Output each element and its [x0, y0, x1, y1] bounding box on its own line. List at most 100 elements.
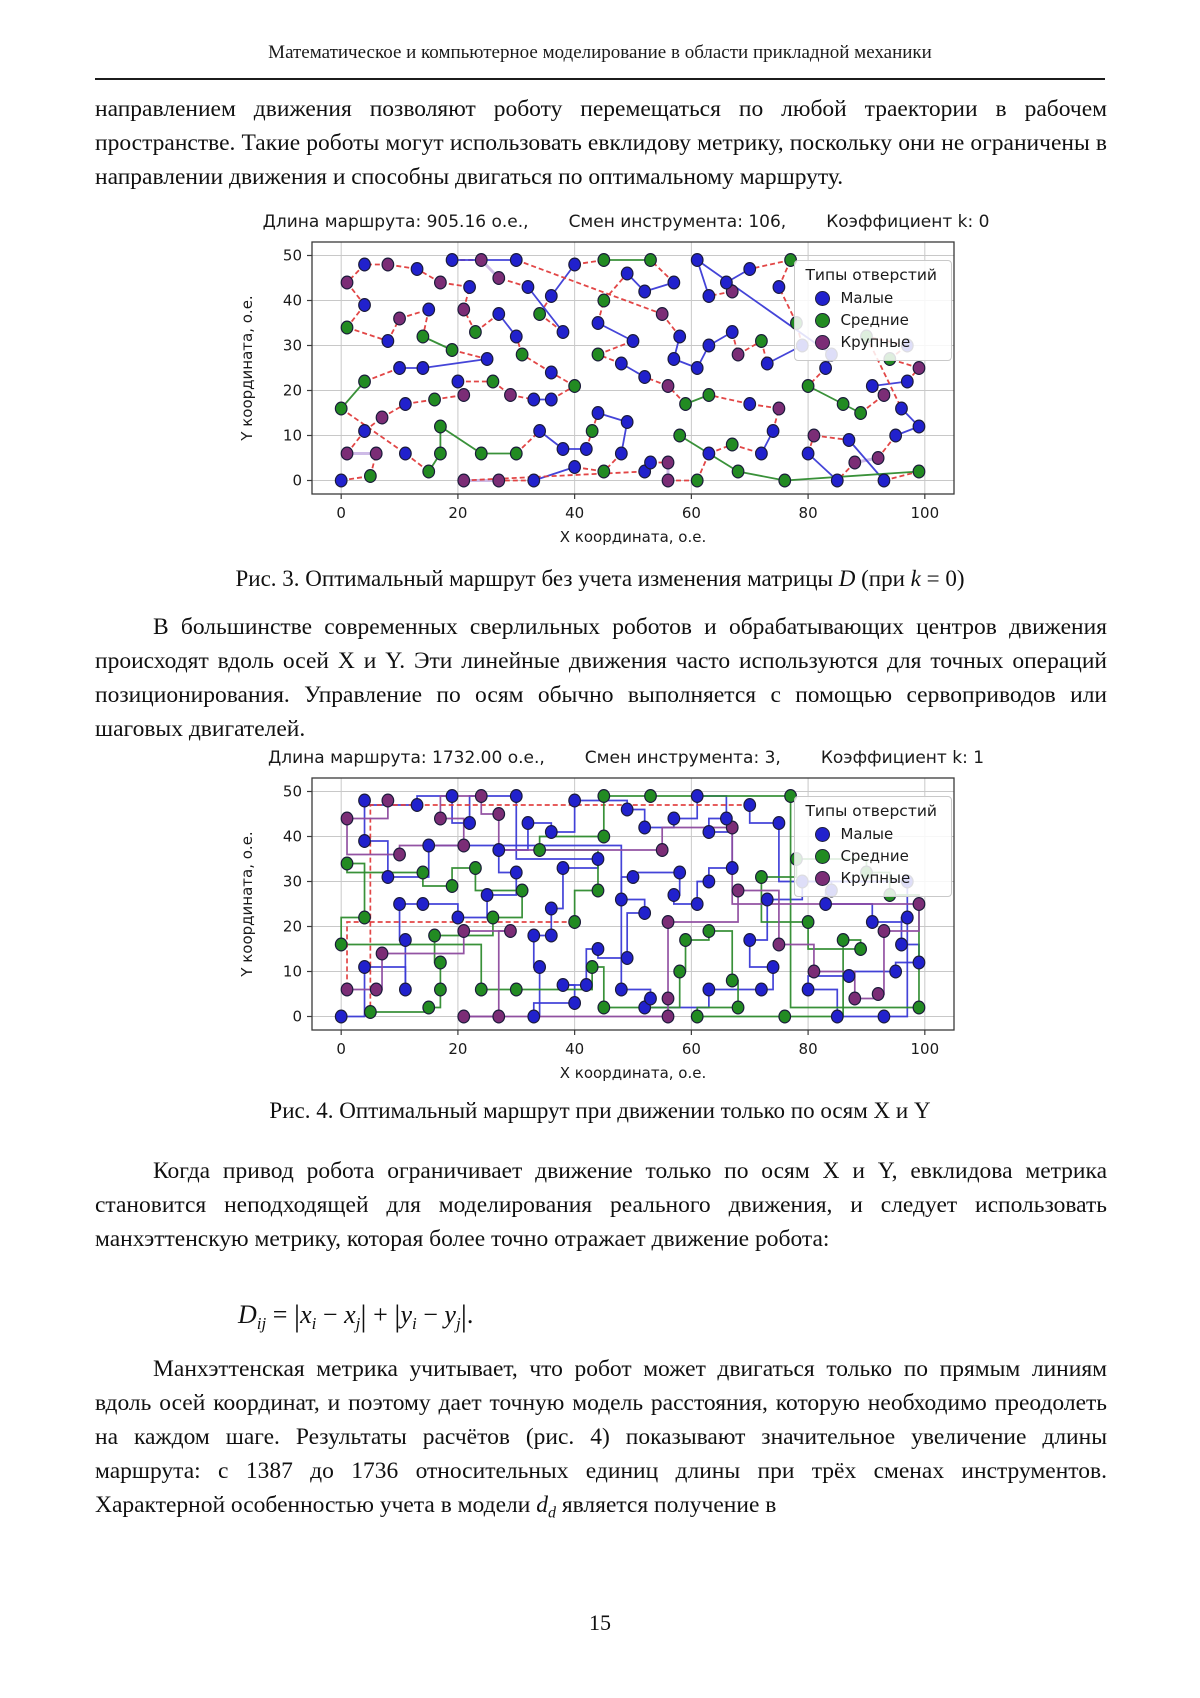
legend-title: Типы отверстий [805, 802, 937, 820]
svg-text:80: 80 [799, 1040, 818, 1058]
abs-bar: | [460, 1298, 467, 1333]
legend-item-small: Малые [805, 287, 937, 309]
svg-text:0: 0 [292, 1008, 302, 1026]
paragraph-4-text: является получение в [555, 1492, 777, 1518]
caption-text: Рис. 3. Оптимальный маршрут без учета из… [235, 566, 839, 591]
header-rule [95, 78, 1105, 80]
formula-x: x [300, 1300, 312, 1329]
formula-x-sub: j [355, 1314, 361, 1334]
paragraph-3: Когда привод робота ограничивает движени… [95, 1158, 1107, 1252]
svg-text:Y координата, о.е.: Y координата, о.е. [238, 831, 256, 977]
abs-bar: | [360, 1298, 367, 1333]
math-d-sub: d [547, 1504, 556, 1522]
legend-item-medium: Средние [805, 845, 937, 867]
svg-text:60: 60 [682, 1040, 701, 1058]
svg-text:30: 30 [283, 873, 302, 891]
legend-label: Малые [840, 289, 894, 307]
caption-var-k: k [910, 566, 921, 591]
svg-text:80: 80 [799, 504, 818, 522]
svg-text:30: 30 [283, 337, 302, 355]
svg-text:0: 0 [336, 1040, 346, 1058]
small-holes-dot-icon [815, 290, 831, 306]
svg-text:10: 10 [283, 963, 302, 981]
svg-text:0: 0 [336, 504, 346, 522]
svg-text:40: 40 [565, 504, 584, 522]
caption-text: (при [855, 566, 911, 591]
svg-text:0: 0 [292, 472, 302, 490]
medium-holes-dot-icon [815, 848, 831, 864]
svg-text:10: 10 [283, 427, 302, 445]
legend-item-small: Малые [805, 823, 937, 845]
fig4-route-length: Длина маршрута: 1732.00 о.е., [267, 748, 545, 768]
medium-holes-dot-icon [815, 312, 831, 328]
svg-text:Y координата, о.е.: Y координата, о.е. [238, 295, 256, 441]
large-holes-dot-icon [815, 334, 831, 350]
formula-y-sub: j [455, 1314, 461, 1334]
paragraph-1: направлением движения позволяют роботу п… [95, 96, 1107, 190]
formula-period: . [466, 1300, 474, 1329]
fig4-coefficient: Коэффициент k: 1 [820, 748, 985, 768]
svg-text:20: 20 [448, 1040, 467, 1058]
formula-minus: − [316, 1300, 345, 1329]
svg-text:20: 20 [283, 382, 302, 400]
fig3-coefficient: Коэффициент k: 0 [826, 212, 990, 232]
paragraph-2: В большинстве современных сверлильных ро… [95, 614, 1107, 742]
svg-text:60: 60 [682, 504, 701, 522]
fig4-tool-changes: Смен инструмента: 3, [584, 748, 781, 768]
caption-text: = 0) [920, 566, 965, 591]
fig4-legend: Типы отверстий Малые Средние Крупные [794, 796, 952, 897]
fig3-route-length: Длина маршрута: 905.16 о.е., [262, 212, 529, 232]
svg-text:20: 20 [448, 504, 467, 522]
formula-equals: = [266, 1300, 294, 1329]
legend-label: Крупные [840, 333, 911, 351]
formula-y: y [444, 1300, 456, 1329]
svg-text:Х координата, о.е.: Х координата, о.е. [560, 1064, 707, 1082]
figure-3-plot: 0 20 40 60 80 100 0 10 20 30 40 50 Х координата, о.е… [228, 234, 968, 552]
formula-minus: − [416, 1300, 445, 1329]
paragraph-4: Манхэттенская метрика учитывает, что роб… [95, 1352, 1107, 1531]
formula-D: D [238, 1300, 257, 1329]
svg-text:40: 40 [565, 1040, 584, 1058]
figure-4-title: Длина маршрута: 1732.00 о.е., Смен инстр… [228, 748, 984, 768]
legend-title: Типы отверстий [805, 266, 937, 284]
abs-bar: | [293, 1298, 301, 1333]
figure-4: Длина маршрута: 1732.00 о.е., Смен инстр… [228, 748, 984, 1088]
svg-text:Х координата, о.е.: Х координата, о.е. [560, 528, 707, 546]
formula-x: x [344, 1300, 356, 1329]
page-number: 15 [589, 1610, 611, 1635]
svg-text:40: 40 [283, 828, 302, 846]
legend-label: Крупные [840, 869, 911, 887]
running-header: Математическое и компьютерное моделирова… [268, 42, 932, 63]
formula-x-sub: i [311, 1314, 317, 1334]
formula-y: y [400, 1300, 413, 1329]
abs-bar: | [394, 1298, 401, 1333]
figure-3: Длина маршрута: 905.16 о.е., Смен инстру… [228, 212, 990, 552]
caption-var-D: D [838, 566, 856, 591]
formula-y-sub: i [412, 1314, 417, 1334]
legend-item-medium: Средние [805, 309, 937, 331]
svg-text:100: 100 [910, 1040, 939, 1058]
math-d: d [536, 1492, 548, 1518]
svg-text:50: 50 [283, 783, 302, 801]
figure-4-caption: Рис. 4. Оптимальный маршрут при движении… [269, 1098, 931, 1123]
fig3-legend: Типы отверстий Малые Средние Крупные [794, 260, 952, 361]
legend-label: Малые [840, 825, 894, 843]
fig3-tool-changes: Смен инструмента: 106, [568, 212, 787, 232]
legend-label: Средние [840, 847, 909, 865]
formula-plus: + [366, 1300, 395, 1329]
inline-math-dd: dd [536, 1492, 556, 1522]
figure-3-title: Длина маршрута: 905.16 о.е., Смен инстру… [228, 212, 990, 232]
svg-text:100: 100 [910, 504, 939, 522]
large-holes-dot-icon [815, 870, 831, 886]
formula-D-sub: ij [256, 1314, 267, 1334]
legend-item-large: Крупные [805, 331, 937, 353]
svg-text:50: 50 [283, 247, 302, 265]
legend-label: Средние [840, 311, 909, 329]
small-holes-dot-icon [815, 826, 831, 842]
svg-text:20: 20 [283, 918, 302, 936]
paragraph-4-text: Манхэттенская метрика учитывает, что роб… [95, 1356, 1107, 1518]
svg-text:40: 40 [283, 292, 302, 310]
legend-item-large: Крупные [805, 867, 937, 889]
figure-3-caption: Рис. 3. Оптимальный маршрут без учета из… [0, 566, 1200, 592]
